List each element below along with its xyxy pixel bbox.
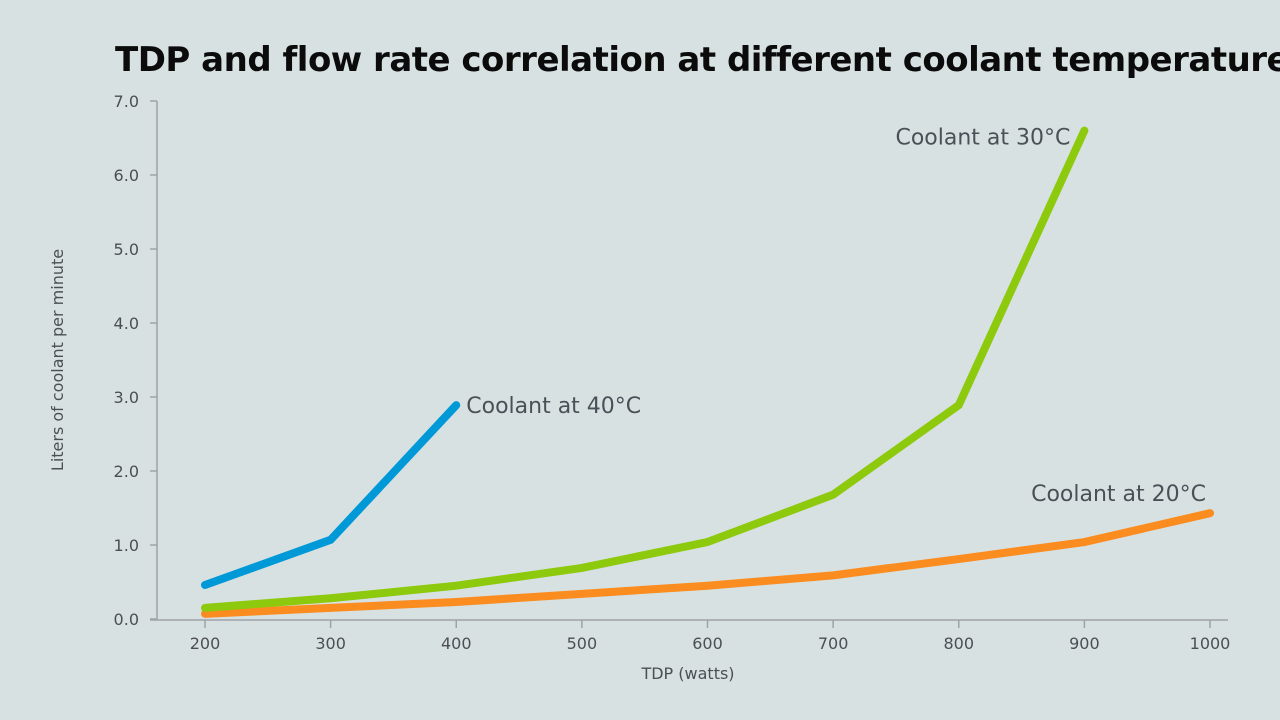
series-line xyxy=(201,401,461,589)
x-tick-label: 800 xyxy=(943,634,974,653)
x-tick-label: 700 xyxy=(818,634,849,653)
series-label: Coolant at 30°C xyxy=(895,126,1070,151)
y-tick-label: 7.0 xyxy=(114,92,139,111)
y-tick-label: 2.0 xyxy=(114,462,139,481)
x-tick-label: 200 xyxy=(190,634,221,653)
y-tick-label: 0.0 xyxy=(114,610,139,629)
x-tick-label: 400 xyxy=(441,634,472,653)
series-line xyxy=(201,509,1214,618)
x-tick-label: 300 xyxy=(315,634,346,653)
axes: 0.0 1.0 2.0 3.0 4.0 5.0 6.0 7.0 200 300 400 500 600 7… xyxy=(114,92,1231,653)
y-tick-label: 6.0 xyxy=(114,166,139,185)
y-tick-label: 1.0 xyxy=(114,536,139,555)
y-axis-label: Liters of coolant per minute xyxy=(48,249,67,471)
x-axis-label: TDP (watts) xyxy=(640,664,734,683)
series-line xyxy=(201,126,1089,612)
x-tick-label: 1000 xyxy=(1190,634,1231,653)
series-lines: Coolant at 40°C Coolant at 30°C Coolant at… xyxy=(201,126,1214,618)
series-label: Coolant at 40°C xyxy=(466,394,641,419)
x-tick-label: 600 xyxy=(692,634,723,653)
chart-title: TDP and flow rate correlation at differe… xyxy=(115,40,1280,80)
y-tick-label: 5.0 xyxy=(114,240,139,259)
series-label: Coolant at 20°C xyxy=(1031,482,1206,507)
y-tick-label: 4.0 xyxy=(114,314,139,333)
y-tick-label: 3.0 xyxy=(114,388,139,407)
x-tick-label: 500 xyxy=(567,634,598,653)
x-tick-label: 900 xyxy=(1069,634,1100,653)
